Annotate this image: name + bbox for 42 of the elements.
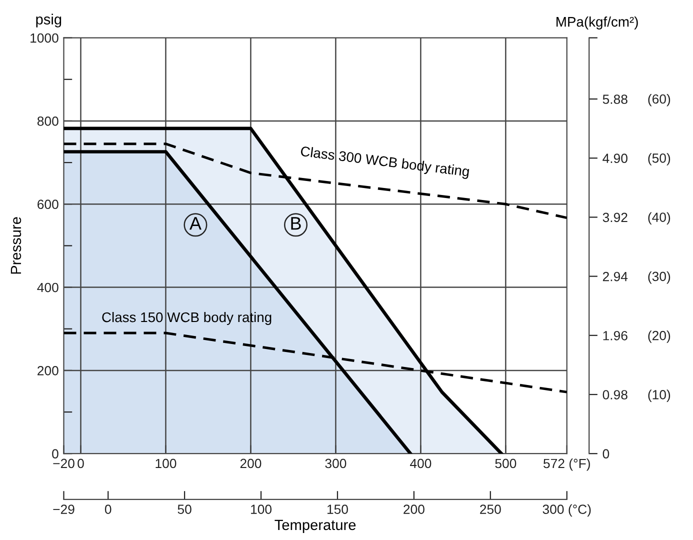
x2-tick-label: 50 — [178, 504, 192, 514]
y2-tick-label: 2.94 — [602, 272, 628, 282]
x-tick-label: 300 — [325, 458, 346, 468]
y3-tick-label: (50) — [648, 153, 670, 166]
x2-tick-label: −29 — [53, 504, 74, 514]
annotation: B — [291, 217, 301, 230]
y-tick-label: 600 — [38, 200, 58, 210]
annotation: A — [190, 217, 202, 230]
x2-tick-label: 0 — [104, 504, 112, 514]
text: psig — [36, 14, 62, 28]
y-tick-label: 800 — [37, 116, 58, 126]
x-tick-label: 500 — [495, 458, 516, 468]
x-tick-label: −20 — [53, 458, 74, 468]
y2-tick-label: 1.96 — [603, 330, 628, 340]
x2-tick-label: 250 — [480, 504, 501, 514]
annotation: Class 300 WCB body rating — [300, 146, 470, 180]
y2-tick-label: 4.90 — [602, 154, 628, 164]
x-tick-label: 100 — [156, 458, 176, 468]
y3-tick-label: (10) — [648, 390, 670, 402]
y3-tick-label: (60) — [648, 94, 670, 106]
y-tick-label: 400 — [37, 282, 58, 292]
y2-tick-label: 3.92 — [602, 212, 628, 222]
x-tick-label: 572 (°F) — [544, 458, 590, 471]
y3-tick-label: (30) — [648, 271, 670, 284]
y2-tick-label: 0 — [602, 449, 610, 459]
y2-tick-label: 5.88 — [602, 94, 628, 104]
y-tick-label: 200 — [38, 366, 58, 376]
x-axis-title: Temperature — [274, 520, 356, 533]
x2-tick-label: 150 — [327, 504, 348, 514]
y-axis-title: Pressure — [10, 217, 22, 274]
x2-tick-label: 200 — [404, 504, 424, 514]
y2-axis-title: MPa(kgf/cm²) — [556, 16, 638, 30]
y3-tick-label: (40) — [648, 212, 670, 225]
x-tick-label: 0 — [78, 458, 84, 468]
y-tick-label: 0 — [52, 449, 58, 459]
y2-tick-label: 0.98 — [602, 390, 628, 400]
x-tick-label: 200 — [240, 458, 262, 468]
x2-tick-label: 300 (°C) — [542, 504, 591, 517]
x-tick-label: 400 — [410, 458, 432, 468]
y-tick-label: 1000 — [30, 33, 58, 43]
y3-tick-label: (20) — [648, 330, 670, 343]
x2-tick-label: 100 — [251, 504, 272, 514]
